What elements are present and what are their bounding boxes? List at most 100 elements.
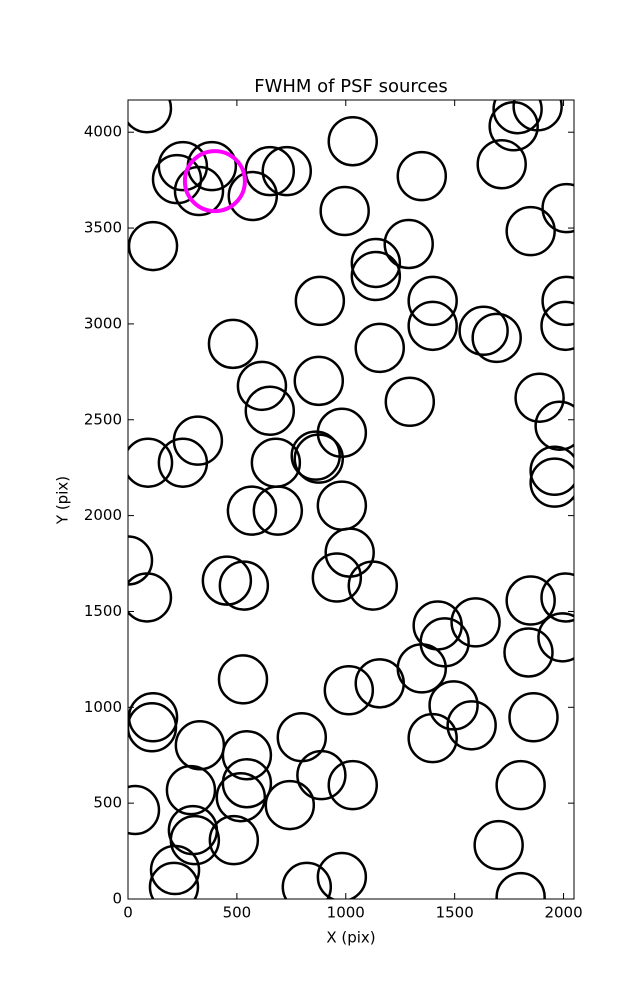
source-circle	[169, 814, 221, 866]
source-circle	[327, 115, 378, 167]
y-axis-label: Y (pix)	[54, 476, 72, 525]
y-tick-label: 1500	[84, 602, 122, 620]
source-circle	[529, 457, 574, 508]
source-circle	[541, 275, 574, 327]
source-circle	[128, 220, 179, 272]
source-circle	[327, 759, 378, 811]
source-circle	[350, 250, 402, 302]
source-circle	[244, 385, 296, 436]
source-circle	[350, 237, 402, 289]
source-circle	[149, 844, 201, 896]
source-circle	[290, 430, 341, 481]
source-circle	[157, 437, 209, 488]
source-circle	[221, 757, 273, 809]
source-circle	[347, 560, 399, 611]
source-circle	[495, 871, 546, 899]
source-circle	[157, 140, 209, 192]
source-circle	[218, 560, 270, 611]
source-circle	[476, 138, 527, 190]
source-circle	[208, 814, 260, 866]
source-circle	[319, 185, 370, 237]
source-circle	[512, 100, 563, 132]
source-circle	[165, 764, 217, 816]
source-circle	[128, 535, 154, 586]
source-circle	[514, 372, 565, 423]
source-circle	[419, 617, 470, 668]
source-circle	[128, 437, 174, 488]
source-circle	[471, 312, 522, 364]
x-axis-label: X (pix)	[326, 929, 375, 947]
source-circle	[540, 572, 574, 623]
source-circle	[384, 376, 436, 427]
source-circle	[323, 664, 375, 716]
source-circle	[354, 658, 405, 709]
source-circle	[226, 485, 278, 536]
source-circle	[217, 654, 269, 705]
source-circle	[293, 433, 345, 484]
source-circle	[128, 701, 178, 753]
source-circle	[281, 861, 333, 899]
source-circle	[495, 759, 546, 811]
source-circle	[128, 572, 173, 623]
source-circle	[407, 275, 458, 327]
source-circle	[316, 851, 368, 899]
source-circle	[537, 612, 574, 663]
source-circle	[508, 692, 559, 743]
source-circle	[450, 597, 501, 648]
source-circle	[172, 415, 224, 466]
source-circle	[276, 711, 328, 763]
y-tick-label: 3000	[84, 314, 122, 332]
source-circle	[174, 720, 226, 771]
source-circle	[215, 771, 267, 823]
source-circle	[505, 575, 556, 626]
source-circle	[128, 692, 179, 743]
y-tick-label: 1000	[84, 698, 122, 716]
source-circle	[201, 555, 253, 606]
source-circle	[541, 182, 574, 234]
source-circle	[173, 165, 225, 217]
source-circle	[505, 205, 556, 257]
y-tick-label: 2000	[84, 506, 122, 524]
source-circle	[236, 360, 288, 412]
source-circle	[252, 485, 304, 536]
x-tick-label: 0	[123, 904, 133, 922]
y-tick-label: 4000	[84, 123, 122, 141]
highlight-circle	[182, 149, 247, 214]
source-circle	[227, 170, 279, 222]
source-circle	[261, 145, 313, 197]
x-tick-label: 1500	[436, 904, 474, 922]
y-tick-label: 2500	[84, 410, 122, 428]
source-circle	[383, 218, 434, 270]
source-circle	[428, 680, 479, 731]
source-circle	[264, 779, 316, 831]
plot-area	[128, 100, 574, 899]
source-circle	[396, 150, 448, 202]
source-circle	[529, 445, 574, 496]
y-tick-label: 0	[112, 890, 122, 908]
y-tick-label: 500	[93, 794, 122, 812]
source-circle	[293, 355, 345, 407]
plot-frame	[127, 99, 575, 900]
source-circle	[311, 552, 363, 603]
x-tick-label: 500	[223, 904, 252, 922]
source-circle	[492, 100, 543, 135]
source-circle	[473, 819, 524, 871]
source-circle	[294, 275, 346, 327]
chart-title: FWHM of PSF sources	[254, 76, 448, 97]
source-circle	[407, 300, 458, 352]
source-circle	[244, 145, 296, 197]
source-circle	[446, 700, 497, 751]
source-circle	[316, 480, 368, 531]
source-circle	[148, 861, 200, 899]
source-circle	[540, 300, 574, 352]
source-circle	[407, 712, 458, 764]
x-tick-label: 2000	[544, 904, 582, 922]
source-circle	[354, 322, 405, 374]
source-circle	[128, 784, 161, 836]
source-circle	[128, 100, 173, 134]
source-circle	[296, 749, 347, 801]
source-circle	[534, 400, 574, 451]
source-circle	[503, 627, 554, 678]
y-tick-label: 3500	[84, 219, 122, 237]
